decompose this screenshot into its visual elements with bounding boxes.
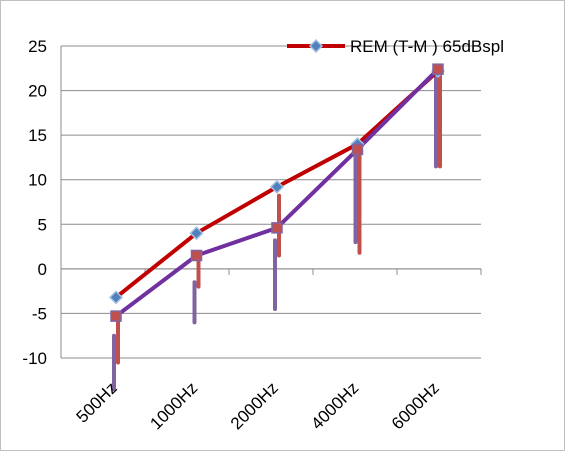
- data-point-square: [271, 222, 283, 234]
- x-tick-label: 500Hz: [73, 378, 121, 426]
- y-tick-label: -10: [22, 349, 47, 368]
- y-tick-label: 25: [28, 37, 47, 56]
- y-tick-label: 5: [38, 215, 47, 234]
- x-tick-label: 2000Hz: [227, 378, 282, 433]
- data-point-diamond: [108, 290, 124, 305]
- data-point-square: [190, 249, 203, 262]
- y-tick-label: 10: [28, 171, 47, 190]
- y-tick-label: -5: [32, 304, 47, 323]
- y-tick-label: 15: [28, 126, 47, 145]
- data-point-square: [432, 63, 444, 75]
- y-tick-label: 0: [38, 260, 47, 279]
- x-tick-label: 6000Hz: [388, 378, 443, 433]
- data-point-square: [351, 143, 364, 156]
- data-point-diamond: [189, 226, 204, 241]
- x-tick-label: 4000Hz: [307, 378, 362, 433]
- y-tick-label: 20: [28, 82, 47, 101]
- legend-marker: [308, 38, 324, 54]
- data-point-diamond: [269, 179, 285, 194]
- legend-label: REM (T-M ) 65dBspl: [350, 37, 504, 56]
- x-tick-label: 1000Hz: [146, 378, 201, 433]
- data-point-square: [110, 310, 122, 322]
